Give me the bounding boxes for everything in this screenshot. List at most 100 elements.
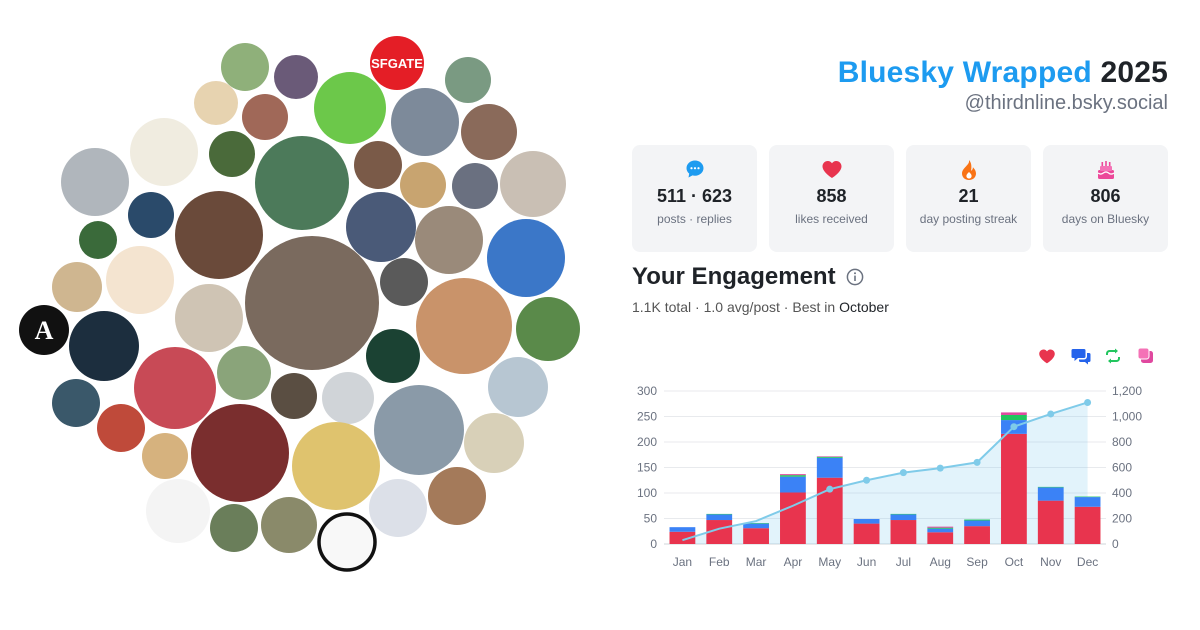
avatar[interactable] [488, 357, 548, 417]
avatar[interactable] [380, 258, 428, 306]
bar-reposts[interactable] [816, 456, 843, 458]
legend-quote-icon[interactable] [1137, 347, 1155, 365]
bar-replies[interactable] [743, 523, 769, 529]
bar-quotes[interactable] [816, 456, 843, 457]
avatar[interactable] [134, 347, 216, 429]
bar-replies[interactable] [964, 520, 990, 527]
avatar[interactable] [130, 118, 198, 186]
avatar[interactable] [322, 372, 374, 424]
avatar[interactable] [391, 88, 459, 156]
avatar[interactable] [487, 219, 565, 297]
cumulative-point[interactable] [936, 464, 944, 472]
bar-likes[interactable] [964, 526, 990, 544]
avatar[interactable] [516, 297, 580, 361]
avatar[interactable] [464, 413, 524, 473]
avatar[interactable] [242, 94, 288, 140]
avatar[interactable] [128, 192, 174, 238]
bar-replies[interactable] [816, 457, 843, 478]
bar-reposts[interactable] [706, 513, 733, 515]
info-icon[interactable] [846, 268, 864, 286]
bar-replies[interactable] [853, 519, 880, 524]
avatar[interactable] [346, 192, 416, 262]
avatar[interactable] [245, 236, 379, 370]
avatar[interactable] [369, 479, 427, 537]
avatar[interactable] [374, 385, 464, 475]
bar-replies[interactable] [927, 528, 954, 533]
avatar[interactable] [255, 136, 349, 230]
cumulative-point[interactable] [1084, 398, 1092, 406]
avatar-a-logo[interactable] [19, 305, 69, 355]
avatar[interactable] [354, 141, 402, 189]
avatar[interactable] [52, 379, 100, 427]
avatar[interactable] [79, 221, 117, 259]
avatar[interactable] [314, 72, 386, 144]
avatar[interactable] [175, 284, 243, 352]
cumulative-point[interactable] [1010, 423, 1018, 431]
avatar[interactable] [217, 346, 271, 400]
bar-replies[interactable] [1074, 497, 1101, 507]
avatar[interactable] [445, 57, 491, 103]
bar-reposts[interactable] [964, 519, 990, 521]
avatar[interactable] [292, 422, 380, 510]
cumulative-point[interactable] [973, 458, 981, 466]
legend-repost-icon[interactable] [1104, 347, 1122, 365]
avatar-sfgate[interactable] [370, 36, 424, 90]
cumulative-point[interactable] [1047, 410, 1055, 418]
avatar[interactable] [416, 278, 512, 374]
bar-likes[interactable] [780, 492, 806, 544]
bar-likes[interactable] [890, 520, 917, 544]
bar-quotes[interactable] [780, 474, 806, 476]
bar-likes[interactable] [706, 520, 733, 544]
avatar[interactable] [191, 404, 289, 502]
bar-reposts[interactable] [780, 475, 806, 477]
avatar[interactable] [400, 162, 446, 208]
bar-reposts[interactable] [1001, 414, 1027, 421]
avatar[interactable] [319, 514, 375, 570]
bar-likes[interactable] [853, 523, 880, 544]
avatar[interactable] [271, 373, 317, 419]
bar-quotes[interactable] [1001, 412, 1027, 415]
avatar[interactable] [61, 148, 129, 216]
avatar[interactable] [194, 81, 238, 125]
avatar[interactable] [461, 104, 517, 160]
avatar[interactable] [274, 55, 318, 99]
bar-replies[interactable] [669, 527, 696, 532]
avatar[interactable] [146, 479, 210, 543]
bar-likes[interactable] [1074, 506, 1101, 544]
bar-replies[interactable] [1037, 487, 1064, 501]
avatar[interactable] [97, 404, 145, 452]
bar-likes[interactable] [1001, 433, 1027, 544]
avatar[interactable] [142, 433, 188, 479]
legend-heart-icon[interactable] [1038, 347, 1056, 365]
avatar[interactable] [210, 504, 258, 552]
bar-reposts[interactable] [743, 523, 769, 524]
legend-replies-icon[interactable] [1071, 347, 1091, 365]
bar-likes[interactable] [927, 532, 954, 544]
avatar[interactable] [428, 467, 486, 525]
bar-reposts[interactable] [1074, 496, 1101, 498]
avatar[interactable] [500, 151, 566, 217]
avatar[interactable] [366, 329, 420, 383]
avatar[interactable] [261, 497, 317, 553]
bar-quotes[interactable] [927, 526, 954, 528]
avatar[interactable] [69, 311, 139, 381]
cumulative-point[interactable] [863, 476, 871, 484]
bar-replies[interactable] [706, 514, 733, 521]
bar-likes[interactable] [669, 531, 696, 544]
bar-reposts[interactable] [1037, 486, 1064, 488]
avatar[interactable] [415, 206, 483, 274]
cumulative-point[interactable] [899, 469, 907, 477]
bar-likes[interactable] [1037, 500, 1064, 544]
avatar[interactable] [209, 131, 255, 177]
bar-replies[interactable] [890, 514, 917, 521]
bar-reposts[interactable] [890, 513, 917, 515]
avatar[interactable] [221, 43, 269, 91]
bar-likes[interactable] [743, 528, 769, 544]
cumulative-point[interactable] [826, 485, 834, 493]
avatar[interactable] [106, 246, 174, 314]
bar-replies[interactable] [780, 476, 806, 493]
bar-reposts[interactable] [927, 527, 954, 529]
avatar[interactable] [52, 262, 102, 312]
avatar[interactable] [175, 191, 263, 279]
avatar[interactable] [452, 163, 498, 209]
